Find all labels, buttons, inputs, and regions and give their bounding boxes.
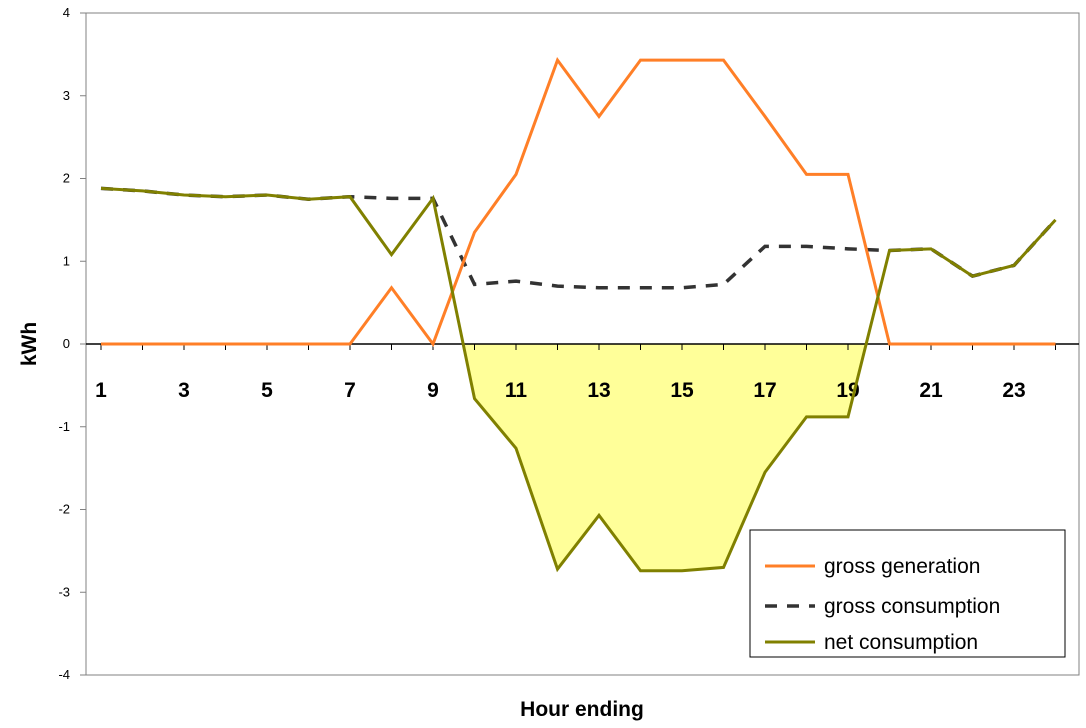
x-tick-label: 15 [670, 379, 694, 402]
x-tick-label: 7 [344, 379, 356, 402]
y-tick-label: 2 [63, 171, 70, 186]
x-axis-title: Hour ending [520, 698, 644, 721]
x-tick-label: 17 [753, 379, 776, 402]
x-tick-label: 5 [261, 379, 273, 402]
y-tick-label: -2 [58, 502, 70, 517]
x-tick-label: 21 [919, 379, 943, 402]
legend-label-net-consumption: net consumption [824, 631, 978, 654]
x-tick-label: 3 [178, 379, 190, 402]
x-tick-label: 23 [1002, 379, 1025, 402]
legend-box [749, 529, 1066, 658]
y-axis-title: kWh [18, 322, 41, 366]
y-tick-label: -1 [58, 419, 70, 434]
legend: gross generation gross consumption net c… [749, 529, 1066, 658]
x-tick-label: 13 [587, 379, 610, 402]
legend-label-gross-consumption: gross consumption [824, 595, 1000, 618]
net-consumption-negative-area [101, 344, 1056, 571]
y-tick-label: -3 [58, 584, 70, 599]
series-line-gross-generation [101, 57, 1056, 348]
y-tick-label: 4 [63, 5, 70, 20]
x-tick-label: 11 [505, 379, 528, 402]
x-tick-label: 1 [95, 379, 107, 402]
y-tick-label: 0 [63, 336, 70, 351]
x-tick-label: 9 [427, 379, 439, 402]
y-tick-label: -4 [58, 667, 70, 682]
y-tick-label: 3 [63, 88, 70, 103]
series-line-net-consumption [100, 186, 1057, 573]
y-tick-label: 1 [63, 253, 70, 268]
legend-label-gross-generation: gross generation [824, 555, 980, 578]
